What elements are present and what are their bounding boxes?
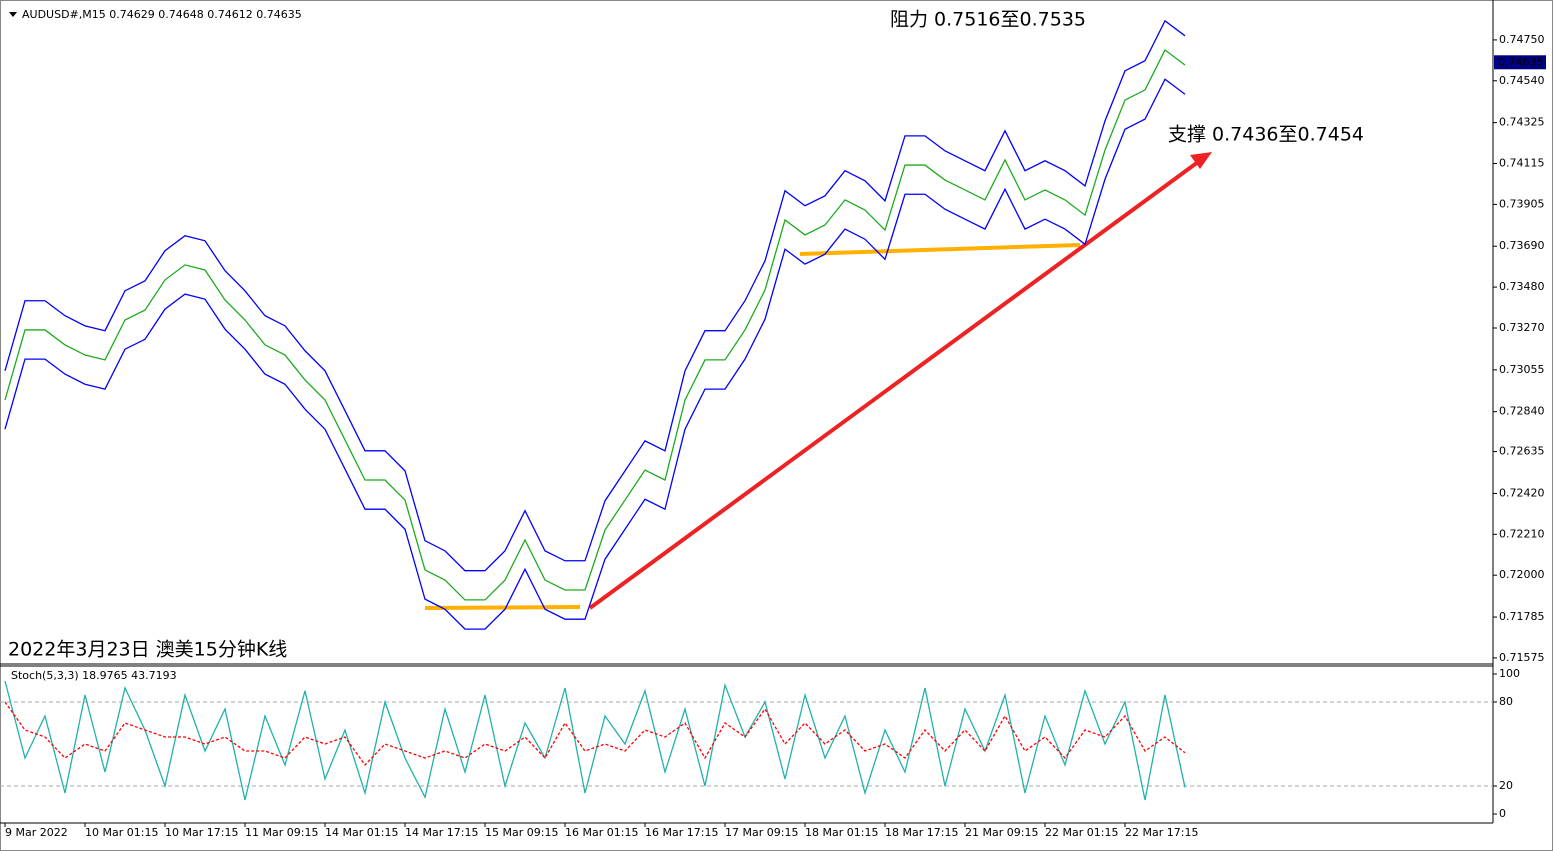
y-tick-label: 0.72000 bbox=[1499, 568, 1545, 581]
annotation: 2022年3月23日 澳美15分钟K线 bbox=[8, 639, 287, 661]
x-tick-label: 18 Mar 01:15 bbox=[805, 826, 878, 839]
series-line bbox=[4, 19, 1186, 572]
y-tick-label: 0.74750 bbox=[1499, 33, 1545, 46]
x-tick-label: 10 Mar 01:15 bbox=[85, 826, 158, 839]
x-tick-label: 11 Mar 09:15 bbox=[245, 826, 318, 839]
annotation: 支撑 0.7436至0.7454 bbox=[1168, 124, 1364, 146]
x-tick-label: 10 Mar 17:15 bbox=[165, 826, 238, 839]
support-line bbox=[799, 243, 1081, 256]
y-tick-label: 0.72210 bbox=[1499, 527, 1545, 540]
arrow-head bbox=[1190, 152, 1212, 169]
y-tick-label: 20 bbox=[1499, 779, 1513, 792]
x-tick-label: 18 Mar 17:15 bbox=[885, 826, 958, 839]
y-tick-label: 0.73905 bbox=[1499, 197, 1545, 210]
y-tick-label: 0.72840 bbox=[1499, 405, 1545, 418]
symbol-header: AUDUSD#,M15 0.74629 0.74648 0.74612 0.74… bbox=[22, 8, 302, 21]
x-tick-label: 21 Mar 09:15 bbox=[965, 826, 1038, 839]
x-tick-label: 22 Mar 01:15 bbox=[1045, 826, 1118, 839]
y-tick-label: 0.71575 bbox=[1499, 651, 1545, 664]
series-line bbox=[4, 701, 1186, 767]
y-tick-label: 0.73055 bbox=[1499, 363, 1545, 376]
current-price-box bbox=[1494, 55, 1546, 70]
support-line bbox=[424, 605, 581, 610]
y-tick-label: 0.72420 bbox=[1499, 486, 1545, 499]
x-tick-label: 9 Mar 2022 bbox=[5, 826, 68, 839]
x-tick-label: 22 Mar 17:15 bbox=[1125, 826, 1198, 839]
menu-arrow bbox=[9, 12, 17, 17]
y-tick-label: 0 bbox=[1499, 807, 1506, 820]
y-tick-label: 0.73690 bbox=[1499, 239, 1545, 252]
y-tick-label: 0.73270 bbox=[1499, 321, 1545, 334]
y-tick-label: 0.74325 bbox=[1499, 116, 1545, 129]
y-tick-label: 0.73480 bbox=[1499, 280, 1545, 293]
trend-line bbox=[588, 160, 1200, 610]
x-tick-label: 16 Mar 17:15 bbox=[645, 826, 718, 839]
x-tick-label: 14 Mar 01:15 bbox=[325, 826, 398, 839]
y-tick-label: 100 bbox=[1499, 667, 1520, 680]
x-tick-label: 15 Mar 09:15 bbox=[485, 826, 558, 839]
series-line bbox=[4, 49, 1186, 601]
y-tick-label: 80 bbox=[1499, 695, 1513, 708]
y-tick-label: 0.74540 bbox=[1499, 74, 1545, 87]
x-tick-label: 14 Mar 17:15 bbox=[405, 826, 478, 839]
stoch-header: Stoch(5,3,3) 18.9765 43.7193 bbox=[11, 669, 177, 682]
y-tick-label: 0.71785 bbox=[1499, 610, 1545, 623]
series-line bbox=[4, 680, 1186, 801]
x-tick-label: 16 Mar 01:15 bbox=[565, 826, 638, 839]
annotation: 阻力 0.7516至0.7535 bbox=[890, 9, 1086, 31]
current-price-label: 0.74635 bbox=[1498, 55, 1544, 68]
y-tick-label: 0.74115 bbox=[1499, 157, 1545, 170]
series-line bbox=[4, 78, 1186, 630]
y-tick-label: 0.72635 bbox=[1499, 445, 1545, 458]
x-tick-label: 17 Mar 09:15 bbox=[725, 826, 798, 839]
